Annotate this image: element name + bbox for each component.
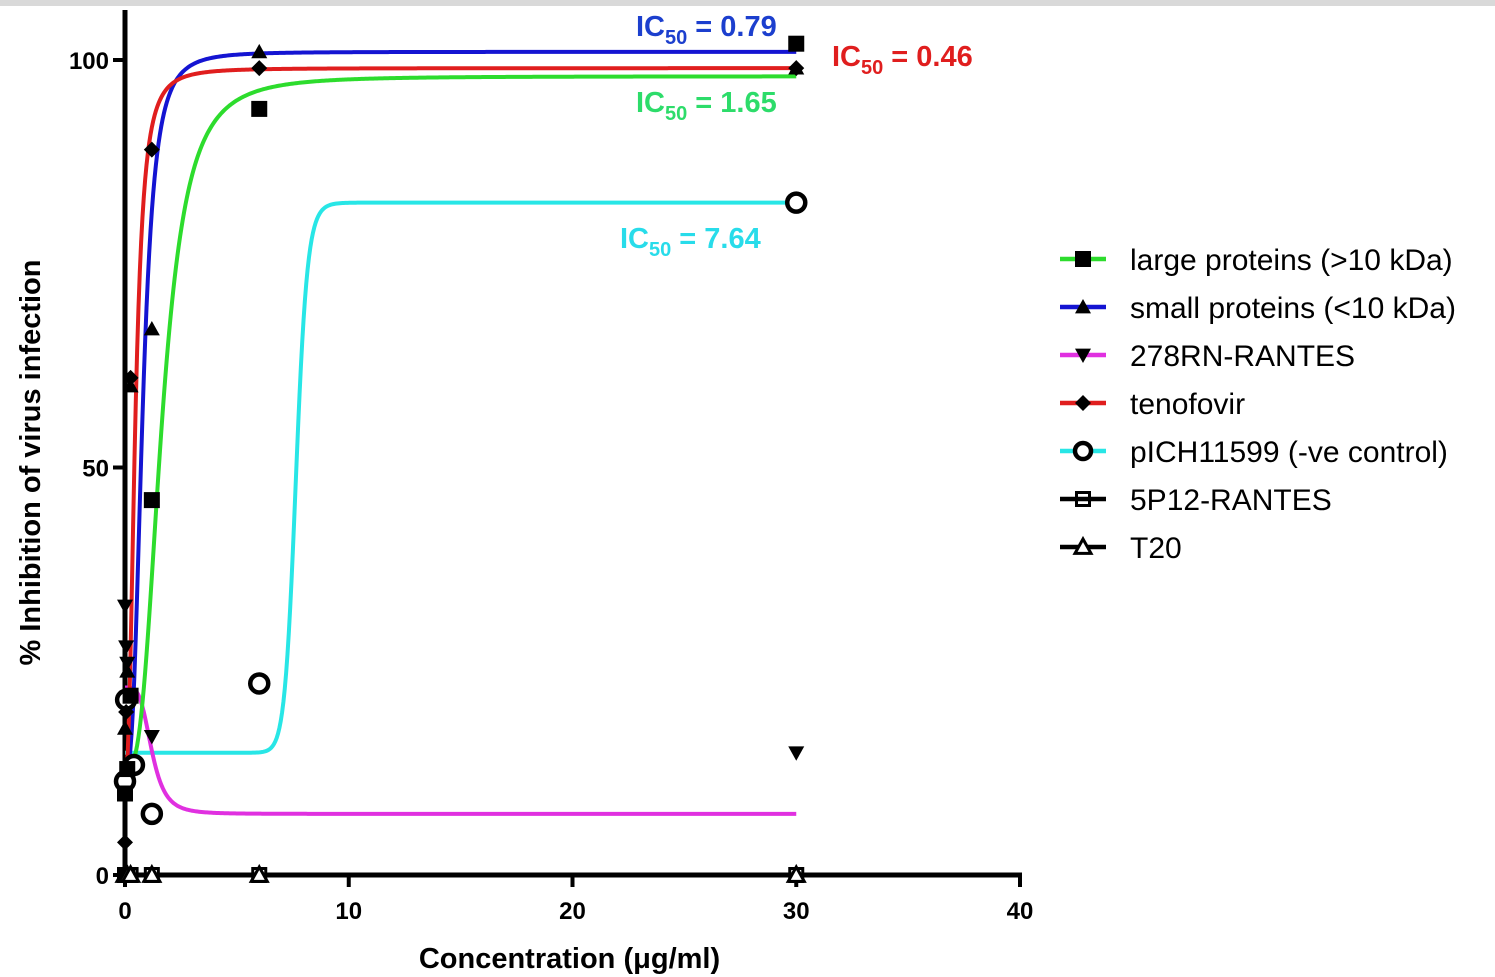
y-tick-label: 50 — [82, 456, 109, 483]
legend-marker — [1075, 348, 1091, 363]
curve-1 — [124, 49, 797, 771]
data-point — [248, 863, 270, 883]
data-point — [788, 60, 805, 77]
legend-marker — [1075, 299, 1091, 314]
data-point — [251, 43, 268, 59]
data-points — [113, 35, 808, 883]
curve-3 — [123, 66, 797, 778]
ic50-annotation: IC50 = 1.65 — [636, 87, 777, 125]
data-point — [788, 746, 805, 761]
legend-marker — [1075, 395, 1091, 411]
legend-label: 278RN-RANTES — [1130, 340, 1355, 373]
legend-marker — [1075, 491, 1091, 507]
data-point — [141, 863, 163, 883]
data-point — [251, 60, 268, 77]
data-point — [140, 802, 164, 826]
legend-marker — [1072, 440, 1094, 462]
x-axis-title: Concentration (μg/ml) — [419, 943, 720, 975]
data-point — [785, 863, 807, 883]
data-point — [122, 369, 139, 386]
legend: large proteins (>10 kDa) small proteins (… — [1060, 244, 1456, 565]
ic50-annotations: IC50 = 0.79 IC50 = 0.46 IC50 = 1.65 IC50 = … — [620, 11, 973, 261]
ic50-annotation: IC50 = 0.46 — [832, 41, 973, 79]
data-point — [143, 141, 160, 158]
x-tick-label: 30 — [783, 898, 810, 925]
legend-label: T20 — [1130, 532, 1182, 565]
legend-label: large proteins (>10 kDa) — [1130, 244, 1453, 277]
fitted-curves — [123, 49, 797, 816]
data-point — [248, 672, 271, 695]
legend-label: 5P12-RANTES — [1130, 484, 1332, 517]
data-point — [143, 320, 160, 336]
legend-label: small proteins (<10 kDa) — [1130, 292, 1456, 325]
curve-0 — [124, 74, 797, 772]
legend-label: tenofovir — [1130, 388, 1245, 421]
y-tick-label: 100 — [69, 48, 109, 75]
data-point — [251, 100, 268, 117]
y-axis-title: % Inhibition of virus infection — [15, 260, 47, 666]
data-point — [143, 730, 160, 745]
x-tick-label: 0 — [118, 898, 131, 925]
legend-marker — [1072, 535, 1094, 555]
data-point — [785, 191, 808, 214]
curve-2 — [125, 685, 797, 816]
data-point — [117, 785, 133, 802]
data-point — [118, 704, 135, 720]
data-point — [117, 599, 133, 615]
ic50-annotation: IC50 = 7.64 — [620, 223, 761, 261]
data-point — [120, 863, 142, 883]
axes: 0 10 20 30 40 0 50 100 Concentration (μg/ml) % In… — [15, 10, 1033, 975]
y-tick-label: 0 — [96, 863, 109, 890]
x-tick-label: 40 — [1007, 898, 1034, 925]
top-border — [0, 0, 1495, 6]
data-point — [117, 834, 133, 851]
x-tick-label: 20 — [559, 898, 586, 925]
data-point — [143, 492, 160, 509]
data-point — [119, 663, 136, 678]
curve-4 — [125, 200, 797, 755]
ic50-annotation: IC50 = 0.79 — [636, 11, 777, 49]
data-point — [788, 35, 805, 52]
data-point — [122, 687, 139, 704]
legend-label: pICH11599 (-ve control) — [1130, 436, 1448, 469]
data-point — [119, 761, 136, 778]
x-tick-label: 10 — [335, 898, 362, 925]
legend-marker — [1075, 251, 1091, 267]
data-point — [117, 720, 133, 735]
data-point — [118, 640, 135, 655]
